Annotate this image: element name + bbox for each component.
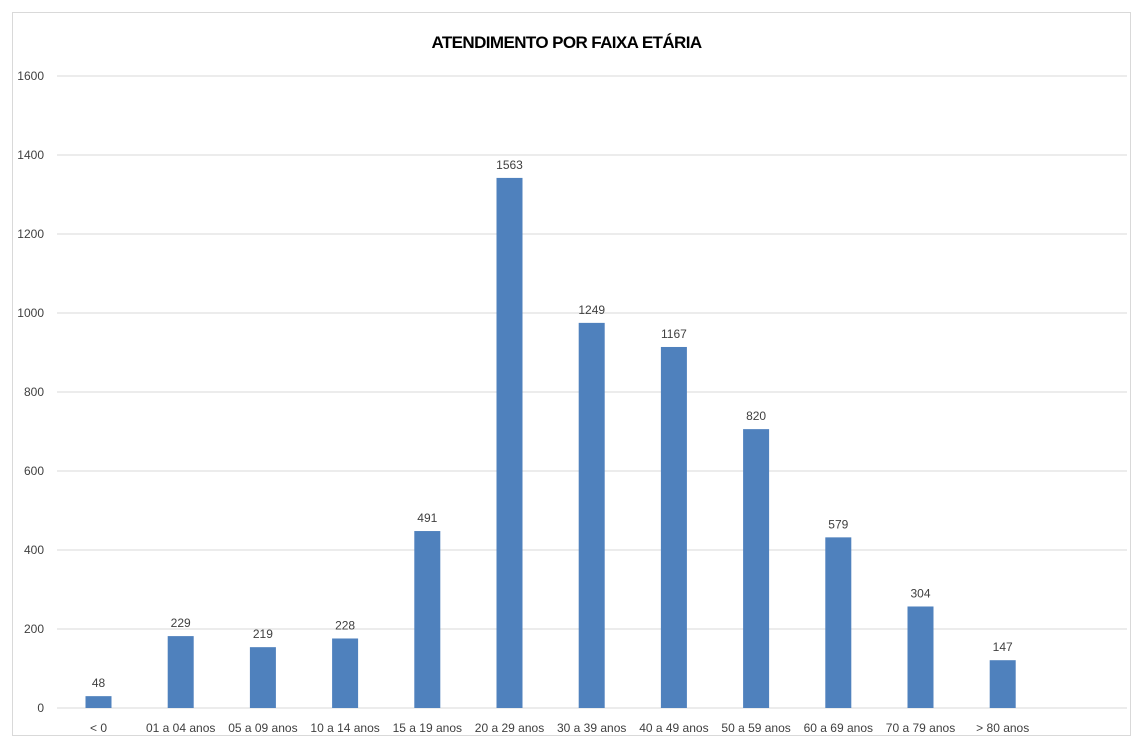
y-tick-label: 1600: [17, 69, 44, 83]
category-label: 60 a 69 anos: [804, 721, 873, 735]
data-label: 491: [417, 511, 437, 525]
data-label: 219: [253, 627, 273, 641]
category-label: 70 a 79 anos: [886, 721, 955, 735]
data-label: 304: [910, 586, 930, 600]
y-tick-label: 200: [24, 622, 44, 636]
bar: [907, 606, 934, 708]
data-label: 820: [746, 409, 766, 423]
bar: [496, 177, 523, 708]
data-label: 147: [993, 640, 1013, 654]
bar: [989, 660, 1016, 708]
category-labels: < 0 01 a 04 anos 05 a 09 anos 10 a 14 anos 1…: [90, 721, 1029, 735]
data-label: 1167: [661, 327, 687, 341]
bar: [85, 696, 112, 708]
bars: [85, 177, 1016, 708]
data-label: 1249: [578, 303, 605, 317]
data-labels: 48 229 219 228 491 1563 1249 1167 820 579 304 147: [92, 158, 1013, 690]
chart-title: ATENDIMENTO POR FAIXA ETÁRIA: [431, 33, 702, 52]
data-label: 1563: [496, 158, 523, 172]
data-label: 228: [335, 618, 355, 632]
bar: [167, 636, 194, 708]
bar: [825, 537, 852, 708]
bar: [578, 322, 605, 708]
y-tick-label: 600: [24, 464, 44, 478]
y-tick-label: 800: [24, 385, 44, 399]
data-label: 579: [828, 517, 848, 531]
category-label: 20 a 29 anos: [475, 721, 544, 735]
y-tick-label: 1000: [17, 306, 44, 320]
y-tick-label: 0: [37, 701, 44, 715]
category-label: > 80 anos: [976, 721, 1029, 735]
data-label: 48: [92, 676, 106, 690]
bar: [414, 531, 441, 708]
bar: [332, 638, 359, 708]
y-tick-label: 1200: [17, 227, 44, 241]
category-label: 01 a 04 anos: [146, 721, 215, 735]
category-label: 15 a 19 anos: [393, 721, 462, 735]
bar: [660, 346, 687, 708]
chart-frame: [12, 12, 1131, 736]
category-label: 50 a 59 anos: [721, 721, 790, 735]
y-tick-label: 400: [24, 543, 44, 557]
category-label: 10 a 14 anos: [310, 721, 379, 735]
bar: [249, 647, 276, 708]
data-label: 229: [171, 616, 191, 630]
category-label: 05 a 09 anos: [228, 721, 297, 735]
y-tick-label: 1400: [17, 148, 44, 162]
category-label: 40 a 49 anos: [639, 721, 708, 735]
y-axis-ticks: 0 200 400 600 800 1000 1200 1400 1600: [17, 69, 44, 715]
category-label: < 0: [90, 721, 107, 735]
category-label: 30 a 39 anos: [557, 721, 626, 735]
bar: [743, 429, 770, 708]
